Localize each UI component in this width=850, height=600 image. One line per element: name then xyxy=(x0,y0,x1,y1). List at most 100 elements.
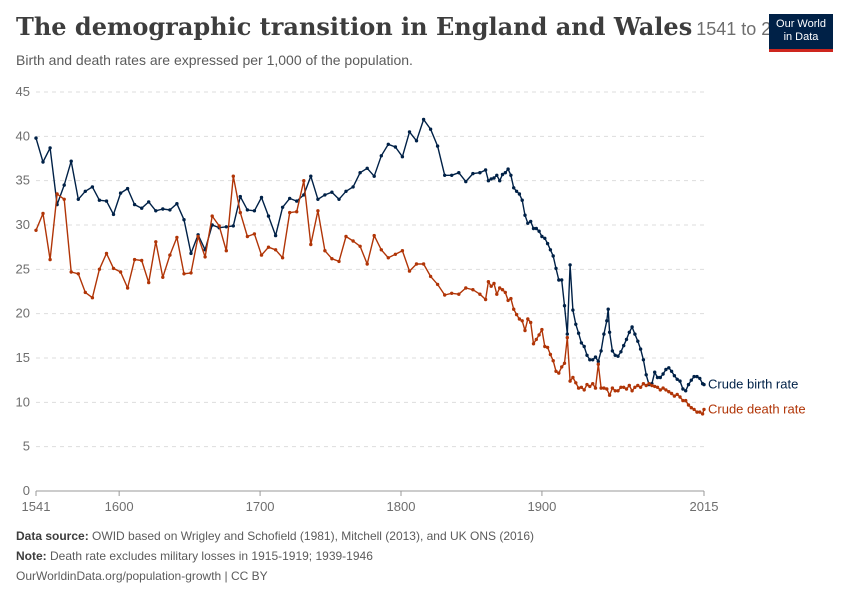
data-point[interactable] xyxy=(531,342,536,346)
data-point[interactable] xyxy=(523,213,527,217)
data-point[interactable] xyxy=(104,199,109,203)
data-point[interactable] xyxy=(650,383,654,388)
data-point[interactable] xyxy=(421,117,426,122)
data-point[interactable] xyxy=(512,186,516,190)
data-point[interactable] xyxy=(543,344,547,349)
data-point[interactable] xyxy=(503,290,507,295)
data-point[interactable] xyxy=(624,337,629,342)
data-point[interactable] xyxy=(224,249,228,253)
data-point[interactable] xyxy=(238,194,242,199)
series-line[interactable] xyxy=(35,175,705,415)
data-point[interactable] xyxy=(379,248,383,252)
data-point[interactable] xyxy=(545,345,550,350)
data-point[interactable] xyxy=(132,257,137,262)
data-point[interactable] xyxy=(231,174,235,178)
data-point[interactable] xyxy=(509,173,513,177)
data-point[interactable] xyxy=(641,382,646,386)
data-point[interactable] xyxy=(34,136,38,140)
data-point[interactable] xyxy=(596,362,600,366)
data-point[interactable] xyxy=(681,398,685,403)
data-point[interactable] xyxy=(582,344,586,349)
data-point[interactable] xyxy=(678,395,682,399)
data-point[interactable] xyxy=(428,274,433,279)
data-point[interactable] xyxy=(69,159,73,163)
data-point[interactable] xyxy=(506,167,510,171)
data-point[interactable] xyxy=(512,307,516,311)
data-point[interactable] xyxy=(619,350,623,354)
series-label[interactable]: Crude birth rate xyxy=(708,377,798,392)
data-point[interactable] xyxy=(252,232,257,236)
data-point[interactable] xyxy=(630,325,634,329)
data-point[interactable] xyxy=(520,319,524,323)
data-point[interactable] xyxy=(498,286,502,290)
data-point[interactable] xyxy=(551,359,555,363)
data-point[interactable] xyxy=(231,224,235,228)
data-point[interactable] xyxy=(695,374,699,379)
data-point[interactable] xyxy=(692,407,696,412)
data-point[interactable] xyxy=(486,179,491,183)
data-point[interactable] xyxy=(678,379,682,383)
data-point[interactable] xyxy=(627,383,631,388)
data-point[interactable] xyxy=(576,386,581,390)
data-point[interactable] xyxy=(189,271,193,275)
data-point[interactable] xyxy=(702,407,706,412)
data-point[interactable] xyxy=(596,359,600,364)
footer-link[interactable]: OurWorldinData.org/population-growth | C… xyxy=(16,569,268,583)
data-point[interactable] xyxy=(557,278,561,282)
data-point[interactable] xyxy=(358,244,362,248)
data-point[interactable] xyxy=(62,197,66,201)
data-point[interactable] xyxy=(365,262,369,266)
data-point[interactable] xyxy=(585,353,589,357)
data-point[interactable] xyxy=(365,166,369,170)
owid-logo[interactable]: Our World in Data xyxy=(769,14,833,52)
data-point[interactable] xyxy=(500,172,505,177)
data-point[interactable] xyxy=(175,202,179,206)
data-point[interactable] xyxy=(684,398,688,403)
data-point[interactable] xyxy=(489,177,493,181)
data-point[interactable] xyxy=(125,186,130,191)
data-point[interactable] xyxy=(288,210,292,215)
data-point[interactable] xyxy=(351,185,355,189)
data-point[interactable] xyxy=(605,319,609,323)
data-point[interactable] xyxy=(661,386,665,390)
data-point[interactable] xyxy=(531,226,536,231)
data-point[interactable] xyxy=(450,291,454,295)
data-point[interactable] xyxy=(111,212,116,217)
data-point[interactable] xyxy=(605,387,609,391)
data-point[interactable] xyxy=(548,352,553,357)
data-point[interactable] xyxy=(302,179,306,183)
data-point[interactable] xyxy=(132,202,137,207)
data-point[interactable] xyxy=(641,358,646,362)
data-point[interactable] xyxy=(435,144,440,148)
data-point[interactable] xyxy=(647,382,651,386)
data-point[interactable] xyxy=(551,254,555,258)
data-point[interactable] xyxy=(316,209,320,213)
data-point[interactable] xyxy=(483,297,488,302)
data-point[interactable] xyxy=(90,185,95,189)
data-point[interactable] xyxy=(664,367,668,372)
data-point[interactable] xyxy=(653,384,657,389)
data-point[interactable] xyxy=(509,296,513,301)
data-point[interactable] xyxy=(464,179,468,184)
data-point[interactable] xyxy=(529,320,533,325)
data-point[interactable] xyxy=(140,206,144,210)
data-point[interactable] xyxy=(41,160,45,164)
data-point[interactable] xyxy=(526,221,530,225)
data-point[interactable] xyxy=(599,349,603,353)
data-point[interactable] xyxy=(576,331,581,335)
data-point[interactable] xyxy=(591,358,595,362)
data-point[interactable] xyxy=(622,343,626,348)
data-point[interactable] xyxy=(295,199,299,203)
data-point[interactable] xyxy=(506,298,510,303)
data-point[interactable] xyxy=(633,385,637,389)
data-point[interactable] xyxy=(602,332,606,336)
data-point[interactable] xyxy=(330,190,334,194)
data-point[interactable] xyxy=(478,292,482,296)
data-point[interactable] xyxy=(386,142,390,146)
data-point[interactable] xyxy=(245,234,250,239)
data-point[interactable] xyxy=(337,259,341,264)
data-point[interactable] xyxy=(695,410,699,414)
data-point[interactable] xyxy=(582,388,586,392)
data-point[interactable] xyxy=(168,208,172,212)
data-point[interactable] xyxy=(295,210,299,214)
